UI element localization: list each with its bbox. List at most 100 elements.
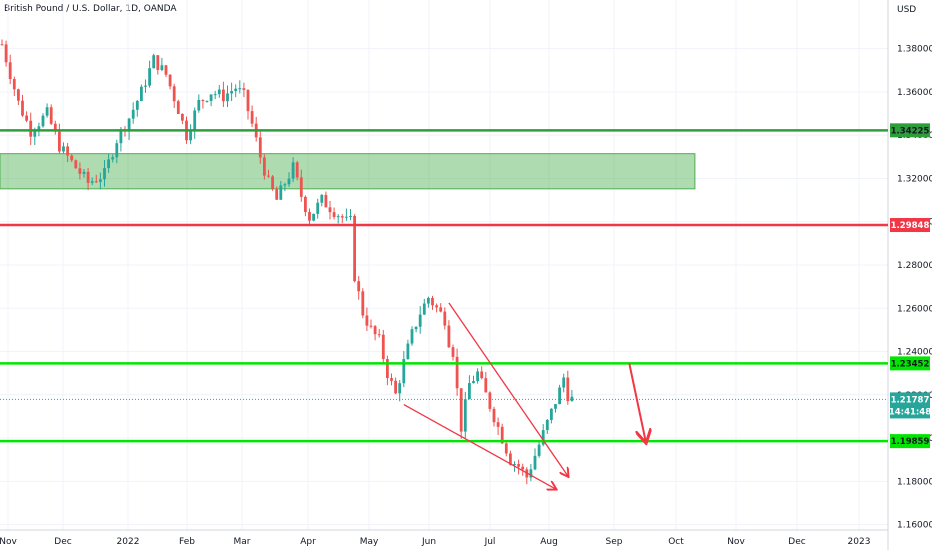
candle-body [94, 181, 98, 183]
wedge-upper-line [448, 302, 568, 476]
candle-body [476, 371, 479, 382]
candle-body [533, 455, 537, 470]
y-tick-label: 1.32000 [897, 174, 932, 184]
x-tick-label: May [360, 537, 379, 547]
candle-body [418, 314, 422, 327]
chart-title: British Pound / U.S. Dollar, 1D, OANDA [4, 4, 177, 14]
grid [0, 0, 888, 530]
candle-body [406, 343, 410, 360]
candle-body [258, 137, 262, 158]
candle-body [242, 88, 246, 90]
candle-body [468, 383, 471, 400]
candle-body [205, 100, 209, 102]
y-tick-label: 1.28000 [897, 261, 932, 271]
candle-body [74, 160, 78, 169]
candle-body [160, 65, 164, 70]
candle-body [49, 107, 53, 124]
candle-body [271, 176, 274, 190]
candle-body [111, 157, 115, 160]
candle-body [164, 65, 168, 75]
support-resistance-zone [0, 153, 696, 190]
y-tick-label: 1.38000 [897, 45, 932, 55]
wedge-lower-line [403, 403, 556, 489]
candle-body [107, 159, 110, 169]
candle-body [25, 115, 28, 121]
candle-body [394, 380, 397, 394]
candle-body [447, 325, 451, 348]
candle-body [58, 131, 61, 152]
candle-body [156, 55, 160, 70]
currency-label: USD [897, 5, 916, 15]
y-tick-label: 1.16000 [897, 521, 932, 531]
candle-body [369, 325, 373, 327]
candle-body [62, 146, 65, 152]
candle-body [29, 120, 33, 137]
candle-body [103, 168, 106, 180]
candle-body [119, 129, 123, 144]
candle-body [140, 86, 143, 101]
x-tick-label: 2023 [848, 537, 871, 547]
candle-body [517, 464, 520, 467]
candle-body [316, 202, 320, 214]
candle-body [299, 177, 303, 197]
candle-body [361, 291, 365, 316]
level-price-label: 1.19859 [891, 437, 930, 447]
candle-body [451, 347, 455, 357]
candle-body [349, 215, 352, 217]
candle-body [33, 131, 37, 137]
candle-body [53, 123, 57, 132]
level-price-badge [890, 218, 930, 233]
level-price-badge [890, 123, 930, 138]
candle-body [414, 326, 418, 330]
candle-body [275, 189, 279, 200]
candle-body [41, 115, 45, 127]
candle-body [8, 62, 12, 80]
candle-body [78, 168, 82, 174]
candle-body [570, 396, 574, 402]
candle-body [17, 89, 20, 101]
candle-body [127, 118, 131, 132]
candle-body [439, 307, 443, 312]
candle-body [209, 94, 213, 101]
candle-body [267, 175, 270, 177]
candle-body [37, 126, 41, 132]
candles [0, 39, 574, 485]
candle-body [193, 110, 197, 131]
candle-body [340, 216, 344, 218]
candle-body [82, 171, 86, 174]
candle-body [131, 109, 135, 119]
forecast-arrow [628, 363, 645, 441]
candle-body [365, 315, 369, 326]
candle-body [463, 399, 467, 432]
candle-body [312, 213, 315, 221]
candle-body [472, 381, 475, 384]
x-tick-label: Feb [179, 537, 195, 547]
candle-body [328, 207, 332, 213]
candle-body [135, 100, 139, 110]
candle-body [181, 113, 184, 121]
candle-body [86, 171, 90, 183]
candle-body [263, 157, 266, 176]
candle-body [234, 88, 238, 92]
candle-body [12, 79, 16, 90]
candle-body [21, 100, 24, 116]
candle-body [521, 466, 525, 470]
candle-body [353, 215, 356, 282]
x-tick-label: Mar [234, 537, 251, 547]
candle-body [246, 89, 250, 112]
candle-body [504, 443, 508, 454]
candle-body [500, 426, 504, 444]
x-tick-label: Nov [0, 537, 17, 547]
candle-body [537, 444, 541, 456]
candle-body [459, 388, 463, 432]
y-tick-label: 1.24000 [897, 348, 932, 358]
candle-body [324, 194, 328, 208]
x-tick-label: 2022 [117, 537, 140, 547]
x-tick-label: Sep [606, 537, 623, 547]
candle-body [488, 392, 492, 409]
candle-body [492, 408, 496, 423]
candle-body [115, 143, 119, 158]
candle-body [336, 216, 340, 218]
